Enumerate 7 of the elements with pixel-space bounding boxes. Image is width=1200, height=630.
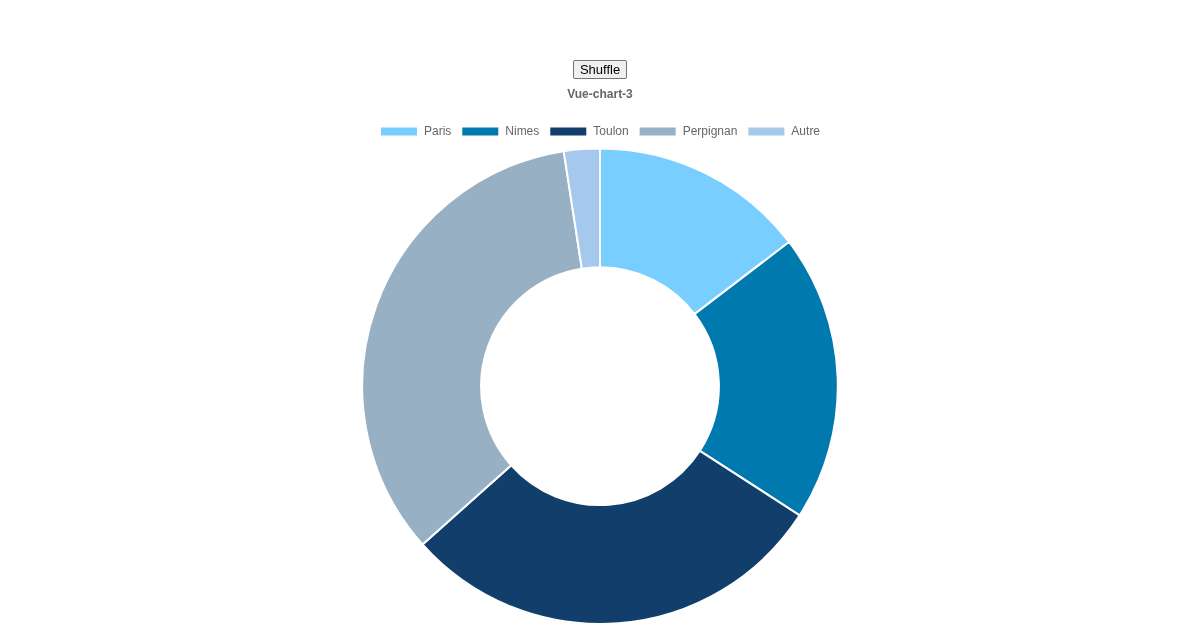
legend-label: Autre — [791, 123, 821, 138]
legend-label: Perpignan — [682, 123, 738, 138]
legend-label: Paris — [423, 123, 452, 138]
chart-title: Vue-chart-3 — [567, 86, 634, 101]
legend-label: Toulon — [593, 123, 629, 138]
shuffle-button: Shuffle — [572, 60, 628, 79]
legend-label: Nimes — [505, 123, 540, 138]
